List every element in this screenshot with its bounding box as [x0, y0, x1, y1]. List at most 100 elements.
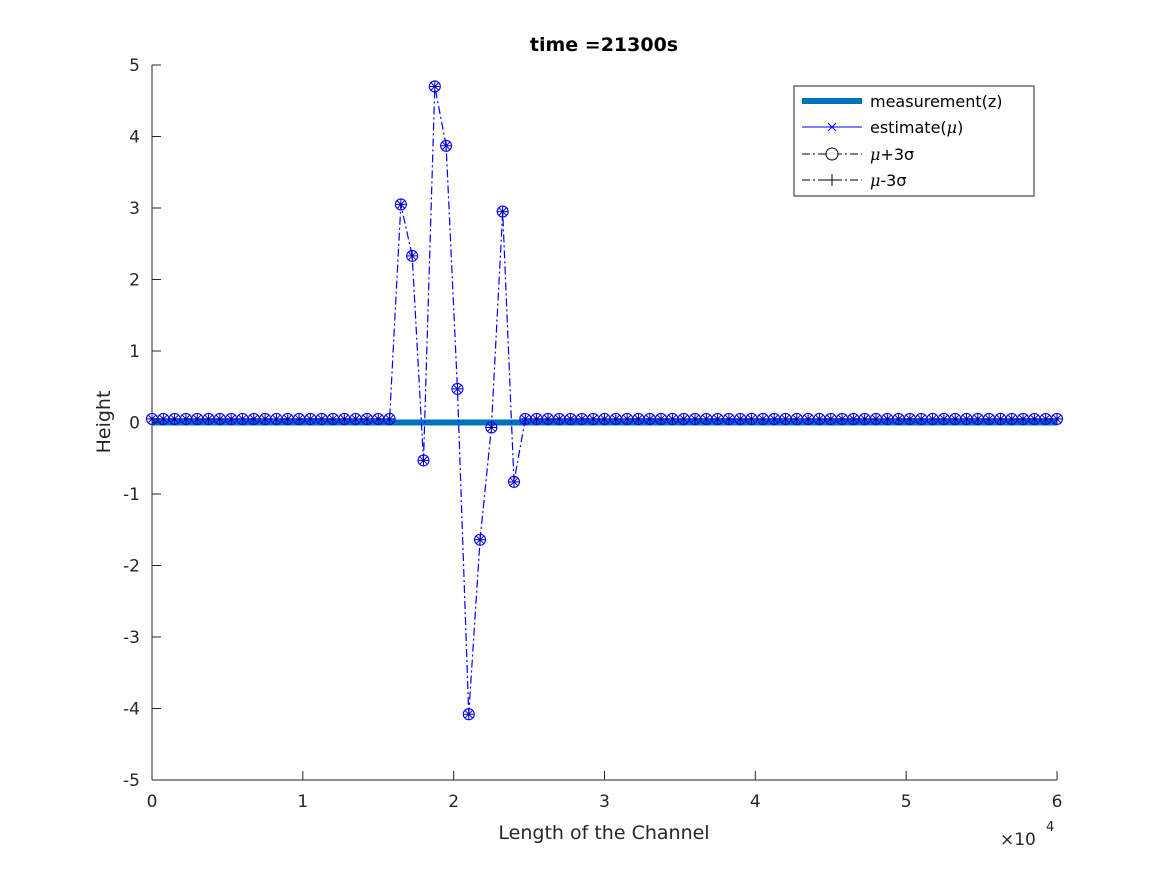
estimate-point	[406, 249, 419, 262]
lower-bound-marker	[814, 413, 825, 424]
estimate-point	[937, 412, 950, 425]
x-tick-label: 2	[448, 792, 459, 812]
lower-bound-marker	[486, 422, 497, 433]
estimate-point	[700, 412, 713, 425]
lower-bound-marker	[214, 413, 225, 424]
lower-bound-marker	[497, 206, 508, 217]
estimate-point	[881, 412, 894, 425]
legend-label-prefix: estimate(	[870, 118, 947, 137]
estimate-point	[179, 412, 192, 425]
lower-bound-marker	[837, 413, 848, 424]
lower-bound-marker	[509, 476, 519, 487]
estimate-point	[756, 412, 769, 425]
lower-bound-marker	[622, 413, 633, 424]
estimate-point	[349, 412, 362, 425]
y-tick-label: 3	[129, 199, 140, 219]
lower-bound-marker	[407, 250, 418, 261]
legend-marker-x	[827, 122, 837, 132]
lower-bound-marker	[599, 413, 610, 424]
lower-bound-marker	[531, 413, 542, 424]
estimate-point	[530, 412, 543, 425]
estimate-point	[315, 412, 328, 425]
x-exponent-base: ×10	[1000, 830, 1036, 850]
estimate-point	[485, 421, 498, 434]
lower-bound-marker	[180, 413, 191, 424]
lower-bound-marker	[282, 413, 293, 424]
lower-bound-marker	[791, 413, 802, 424]
lower-bound-marker	[871, 413, 881, 424]
estimate-point	[711, 412, 724, 425]
lower-bound-marker	[248, 413, 259, 424]
x-tick-label: 1	[297, 792, 308, 812]
estimate-point	[451, 382, 464, 395]
legend-entry-lower: μ-3σ	[802, 171, 907, 190]
lower-bound-marker	[294, 413, 305, 424]
lower-bound-marker	[441, 140, 452, 151]
lower-bound-marker	[859, 413, 870, 424]
estimate-point	[1028, 412, 1041, 425]
estimate-point	[802, 412, 815, 425]
lower-bound-marker	[565, 413, 576, 424]
estimate-point	[168, 412, 181, 425]
lower-bound-marker	[588, 413, 599, 424]
lower-bound-marker	[373, 413, 384, 424]
lower-bound-marker	[757, 413, 768, 424]
lower-bound-marker	[746, 413, 757, 424]
lower-bound-marker	[610, 413, 621, 424]
lower-bound-marker	[825, 413, 836, 424]
estimate-point	[643, 412, 656, 425]
lower-bound-marker	[1052, 413, 1062, 424]
estimate-point	[394, 198, 407, 211]
estimate-point	[609, 412, 622, 425]
estimate-point	[915, 412, 928, 425]
estimate-point	[768, 412, 781, 425]
legend-label-prefix: measurement(z)	[870, 92, 1003, 111]
lower-bound-marker	[463, 709, 474, 720]
estimate-point	[983, 412, 996, 425]
upper-bound-marker	[474, 533, 487, 546]
y-tick-label: 1	[129, 342, 140, 362]
lower-bound-marker	[395, 199, 406, 210]
estimate-point	[553, 412, 566, 425]
y-tick-label: -4	[123, 700, 140, 720]
estimate-point	[813, 412, 826, 425]
lower-bound-marker	[995, 413, 1006, 424]
lower-bound-marker	[418, 455, 429, 466]
y-tick-label: -1	[123, 485, 140, 505]
lower-bound-marker	[328, 413, 338, 424]
lower-bound-marker	[1040, 413, 1051, 424]
legend-label: μ+3σ	[870, 145, 914, 164]
estimate-point	[326, 412, 340, 425]
lower-bound-marker	[690, 413, 700, 424]
estimate-point	[587, 412, 600, 425]
legend-label-symbol: μ	[870, 145, 880, 164]
upper-bound-marker	[485, 421, 498, 434]
lower-bound-marker	[475, 534, 486, 545]
estimate-point	[496, 205, 509, 218]
estimate-point	[519, 412, 532, 425]
estimate-point	[270, 412, 283, 425]
estimate-point	[247, 412, 260, 425]
y-axis-label: Height	[93, 391, 115, 454]
estimate-point	[259, 412, 272, 425]
legend-label-symbol: μ	[870, 171, 880, 190]
estimate-point	[462, 708, 475, 721]
lower-bound-marker	[712, 413, 723, 424]
estimate-point	[847, 412, 860, 425]
estimate-point	[1039, 412, 1052, 425]
legend-label: μ-3σ	[870, 171, 907, 190]
lower-bound-marker	[192, 413, 203, 424]
estimate-point	[213, 412, 226, 425]
estimate-point	[903, 412, 916, 425]
lower-bound-marker	[226, 413, 237, 424]
lower-bound-marker	[1018, 413, 1029, 424]
y-tick-label: -5	[123, 771, 140, 791]
upper-bound-marker	[496, 205, 509, 218]
estimate-point	[236, 412, 249, 425]
x-tick-label: 3	[599, 792, 610, 812]
upper-bound-marker	[1050, 412, 1064, 425]
estimate-point	[338, 412, 351, 425]
lower-bound-marker	[769, 413, 780, 424]
lower-bound-marker	[520, 413, 531, 424]
estimate-point	[440, 139, 453, 152]
